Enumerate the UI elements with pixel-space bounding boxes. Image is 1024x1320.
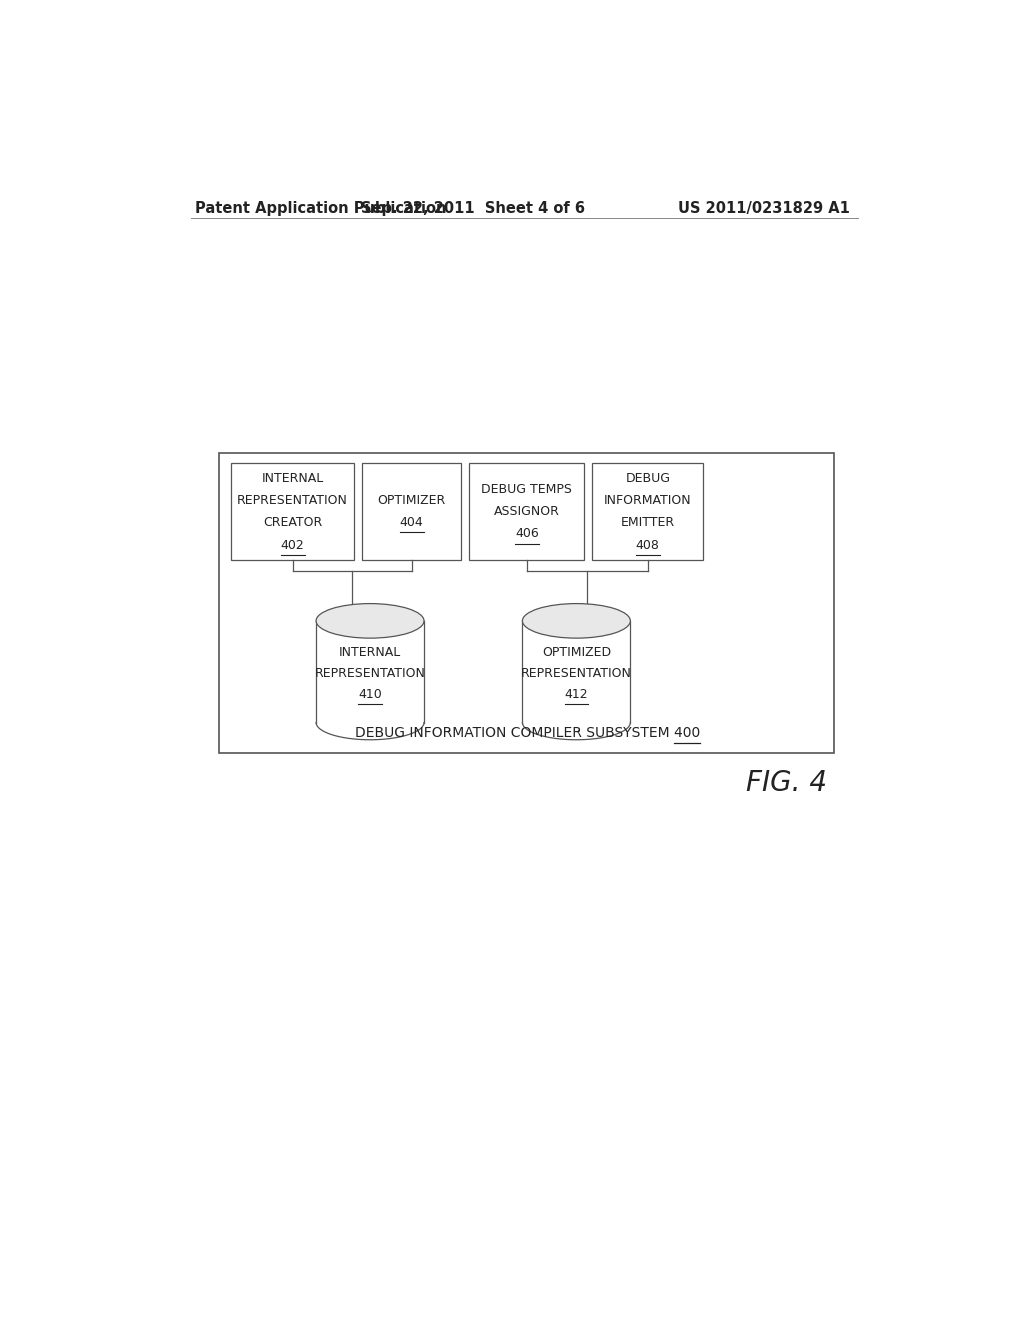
- Text: DEBUG INFORMATION COMPILER SUBSYSTEM 400: DEBUG INFORMATION COMPILER SUBSYSTEM 400: [354, 726, 699, 739]
- Ellipse shape: [522, 603, 631, 638]
- Bar: [219, 453, 835, 752]
- Text: US 2011/0231829 A1: US 2011/0231829 A1: [678, 201, 850, 215]
- Text: INTERNAL: INTERNAL: [339, 645, 401, 659]
- Text: Patent Application Publication: Patent Application Publication: [196, 201, 446, 215]
- Text: INTERNAL: INTERNAL: [261, 471, 324, 484]
- Polygon shape: [316, 620, 424, 722]
- Text: ASSIGNOR: ASSIGNOR: [494, 506, 560, 517]
- Text: FIG. 4: FIG. 4: [746, 770, 827, 797]
- Text: 406: 406: [515, 528, 539, 540]
- Text: DEBUG: DEBUG: [626, 471, 671, 484]
- Text: 410: 410: [358, 688, 382, 701]
- Text: EMITTER: EMITTER: [621, 516, 675, 529]
- Text: REPRESENTATION: REPRESENTATION: [238, 494, 348, 507]
- Text: OPTIMIZED: OPTIMIZED: [542, 645, 611, 659]
- Text: 404: 404: [399, 516, 424, 529]
- Text: DEBUG TEMPS: DEBUG TEMPS: [481, 483, 572, 496]
- Bar: [231, 463, 354, 560]
- Bar: [362, 463, 461, 560]
- Text: CREATOR: CREATOR: [263, 516, 323, 529]
- Ellipse shape: [316, 603, 424, 638]
- Text: REPRESENTATION: REPRESENTATION: [521, 667, 632, 680]
- Polygon shape: [522, 620, 631, 722]
- Bar: [592, 463, 703, 560]
- Text: Sep. 22, 2011  Sheet 4 of 6: Sep. 22, 2011 Sheet 4 of 6: [361, 201, 586, 215]
- Text: 412: 412: [564, 688, 588, 701]
- Text: 402: 402: [281, 539, 304, 552]
- Text: INFORMATION: INFORMATION: [604, 494, 691, 507]
- Text: REPRESENTATION: REPRESENTATION: [314, 667, 426, 680]
- Text: OPTIMIZER: OPTIMIZER: [378, 494, 445, 507]
- Text: 408: 408: [636, 539, 659, 552]
- Bar: [469, 463, 585, 560]
